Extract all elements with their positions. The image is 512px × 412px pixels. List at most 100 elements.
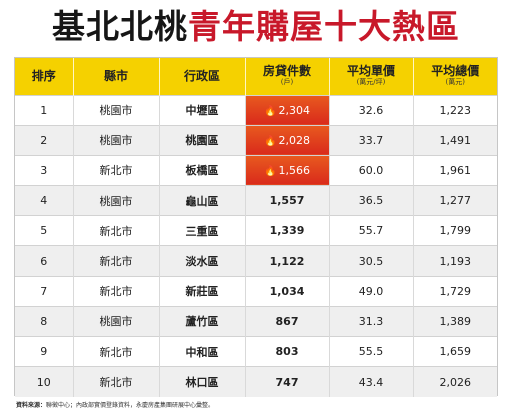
cell-rank-value: 1: [40, 103, 48, 117]
title-black-part: 基北北桃: [52, 7, 188, 46]
cell-rank: 10: [15, 366, 74, 397]
cell-city: 桃園市: [73, 94, 160, 126]
cell-district-value: 板橋區: [185, 164, 219, 178]
cell-avg-total-price-value: 1,961: [439, 163, 472, 177]
cell-district-value: 中壢區: [185, 104, 219, 118]
cell-city: 新北市: [73, 366, 160, 397]
cell-avg-total-price: 1,799: [413, 215, 497, 246]
cell-district: 新莊區: [159, 275, 246, 307]
page-title: 基北北桃青年購屋十大熱區: [0, 2, 512, 52]
header-loan-cases: 房貸件數 (戶): [245, 58, 330, 95]
title-red-part: 青年購屋十大熱區: [188, 7, 460, 46]
cell-rank-value: 9: [40, 345, 48, 359]
cell-avg-total-price-value: 1,389: [439, 314, 472, 328]
cell-avg-total-price-value: 1,799: [439, 224, 472, 238]
cell-rank: 9: [15, 335, 74, 367]
cell-rank: 8: [15, 305, 74, 337]
cell-avg-unit-price-value: 31.3: [358, 314, 384, 328]
cell-avg-unit-price-value: 30.5: [358, 254, 384, 268]
cell-avg-unit-price-value: 55.7: [358, 224, 384, 238]
cell-avg-total-price: 1,491: [413, 124, 497, 156]
cell-avg-unit-price-value: 60.0: [358, 163, 384, 177]
cell-city: 新北市: [73, 215, 160, 246]
cell-loan-cases-value: 803: [275, 345, 299, 359]
cell-avg-total-price: 1,961: [413, 154, 497, 186]
cell-district: 板橋區: [159, 154, 246, 186]
cell-rank: 5: [15, 215, 74, 246]
cell-city-value: 新北市: [99, 285, 133, 299]
flame-icon: 🔥: [264, 135, 277, 147]
cell-avg-unit-price: 33.7: [329, 124, 414, 156]
cell-loan-cases-value: 1,122: [269, 254, 305, 268]
cell-loan-cases: 747: [245, 366, 330, 397]
cell-avg-unit-price-value: 43.4: [358, 375, 384, 389]
header-rank: 排序: [15, 58, 74, 95]
ranking-table-container: 排序 縣市 行政區 房貸件數 (戶) 平均單價 (萬元/坪) 平均總價 (萬元) 1 桃…: [14, 57, 498, 397]
cell-avg-unit-price: 55.5: [329, 335, 414, 367]
cell-avg-unit-price-value: 33.7: [358, 133, 384, 147]
cell-avg-unit-price: 36.5: [329, 185, 414, 216]
cell-avg-total-price-value: 2,026: [439, 375, 472, 389]
cell-city-value: 新北市: [99, 345, 133, 359]
cell-avg-total-price-value: 1,491: [439, 133, 472, 147]
cell-district-value: 中和區: [185, 345, 219, 359]
cell-city-value: 桃園市: [99, 104, 133, 118]
source-label: 資料來源：: [16, 402, 47, 409]
cell-district-value: 蘆竹區: [185, 315, 219, 329]
table-row: 5 新北市 三重區 1,339 55.7 1,799: [15, 215, 497, 246]
cell-avg-unit-price: 30.5: [329, 245, 414, 277]
cell-rank-value: 5: [40, 224, 48, 238]
cell-city-value: 桃園市: [99, 134, 133, 148]
cell-loan-cases: 867: [245, 305, 330, 337]
cell-avg-unit-price: 31.3: [329, 305, 414, 337]
header-avg-total-price-unit: (萬元): [445, 78, 465, 87]
header-avg-unit-price: 平均單價 (萬元/坪): [329, 58, 414, 95]
cell-rank: 1: [15, 94, 74, 126]
cell-loan-cases: 🔥 2,028: [245, 124, 330, 156]
cell-rank: 6: [15, 245, 74, 277]
cell-city-value: 新北市: [99, 376, 133, 390]
cell-city-value: 桃園市: [99, 315, 133, 329]
cell-avg-total-price: 1,389: [413, 305, 497, 337]
cell-avg-total-price-value: 1,277: [439, 194, 472, 208]
cell-avg-total-price: 2,026: [413, 366, 497, 397]
cell-avg-total-price: 1,193: [413, 245, 497, 277]
cell-city-value: 新北市: [99, 224, 133, 238]
cell-district: 淡水區: [159, 245, 246, 277]
cell-rank: 3: [15, 154, 74, 186]
header-avg-total-price: 平均總價 (萬元): [413, 58, 497, 95]
flame-icon: 🔥: [264, 105, 277, 117]
cell-avg-unit-price-value: 36.5: [358, 194, 384, 208]
cell-loan-cases: 🔥 1,566: [245, 154, 330, 186]
cell-district-value: 新莊區: [185, 285, 219, 299]
cell-city: 桃園市: [73, 305, 160, 337]
header-loan-cases-unit: (戶): [280, 78, 294, 87]
cell-district: 三重區: [159, 215, 246, 246]
table-row: 3 新北市 板橋區 🔥 1,566 60.0 1,961: [15, 154, 497, 186]
cell-avg-total-price: 1,223: [413, 94, 497, 126]
cell-rank-value: 2: [40, 133, 48, 147]
cell-rank: 4: [15, 185, 74, 216]
cell-avg-total-price-value: 1,193: [439, 254, 472, 268]
cell-district: 中壢區: [159, 94, 246, 126]
source-note: 資料來源：聯徵中心；內政部實價登錄資料，永慶房產集團研展中心彙整。: [16, 400, 214, 409]
cell-loan-cases: 1,034: [245, 275, 330, 307]
cell-loan-cases-value: 867: [275, 314, 299, 328]
cell-district-value: 三重區: [185, 224, 219, 238]
cell-loan-cases-value: 2,304: [278, 103, 310, 117]
cell-loan-cases: 🔥 2,304: [245, 94, 330, 126]
cell-district-value: 桃園區: [185, 134, 219, 148]
cell-rank-value: 6: [40, 254, 48, 268]
cell-avg-total-price-value: 1,659: [439, 345, 472, 359]
cell-district-value: 林口區: [185, 376, 219, 390]
cell-district: 中和區: [159, 335, 246, 367]
cell-loan-cases-value: 1,566: [278, 163, 310, 177]
cell-loan-cases-value: 2,028: [278, 133, 310, 147]
cell-loan-cases-value: 1,557: [269, 194, 305, 208]
cell-district: 龜山區: [159, 185, 246, 216]
cell-avg-unit-price: 32.6: [329, 94, 414, 126]
cell-city: 桃園市: [73, 124, 160, 156]
cell-loan-cases-value: 1,339: [269, 224, 305, 238]
cell-loan-cases: 1,557: [245, 185, 330, 216]
